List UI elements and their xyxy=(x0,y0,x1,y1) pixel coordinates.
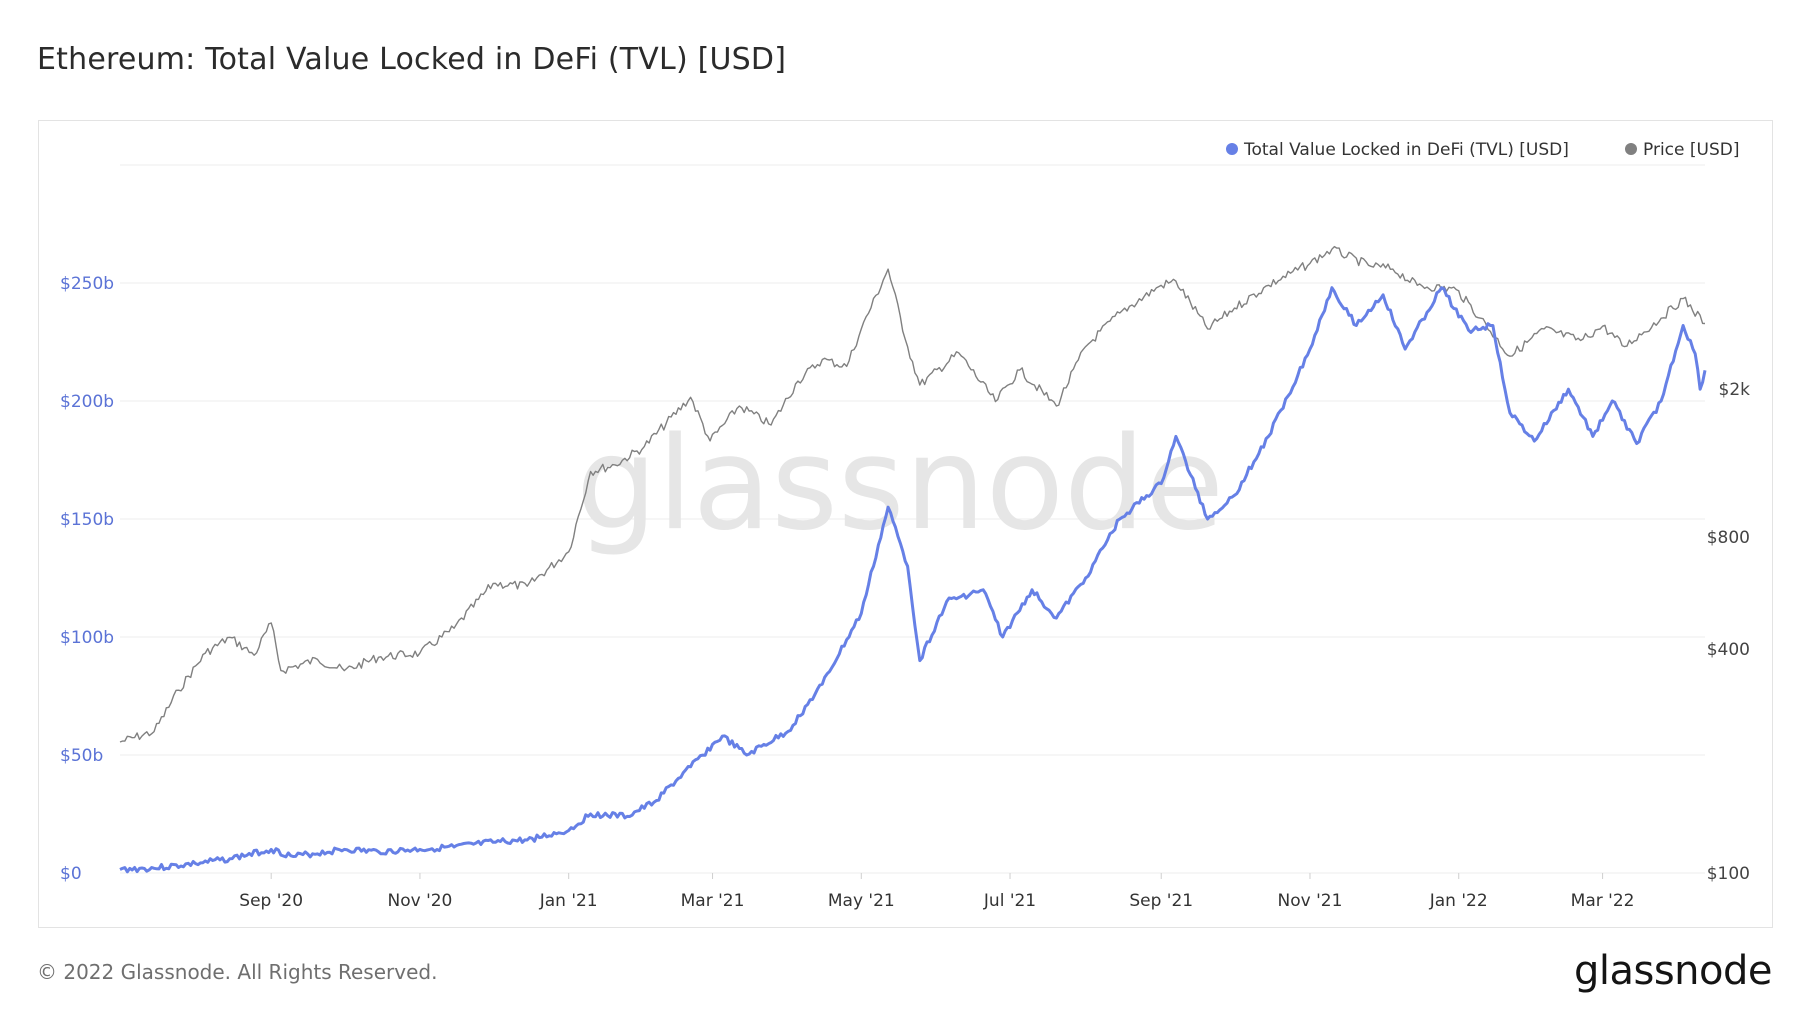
tvl-line xyxy=(119,286,1707,874)
x-tick-label: Nov '21 xyxy=(1278,891,1343,911)
copyright: © 2022 Glassnode. All Rights Reserved. xyxy=(37,960,438,984)
legend-label-tvl: Total Value Locked in DeFi (TVL) [USD] xyxy=(1243,140,1569,160)
x-tick-label: Sep '20 xyxy=(239,891,303,911)
legend-marker-price xyxy=(1625,143,1637,155)
x-tick-label: Nov '20 xyxy=(387,891,452,911)
x-tick-label: Sep '21 xyxy=(1129,891,1193,911)
legend-marker-tvl xyxy=(1226,143,1238,155)
left-axis: $0 $50b $100b $150b $200b $250b xyxy=(60,274,114,884)
watermark: glassnode xyxy=(576,410,1224,559)
x-tick-label: Jan '21 xyxy=(539,891,598,911)
right-tick-label: $400 xyxy=(1707,640,1750,660)
chart-title: Ethereum: Total Value Locked in DeFi (TV… xyxy=(37,42,787,77)
grid-lines xyxy=(120,164,1705,874)
brand-logo: glassnode xyxy=(1573,948,1773,994)
x-tick-label: May '21 xyxy=(828,891,895,911)
right-tick-label: $100 xyxy=(1707,864,1750,884)
x-tick-label: Mar '21 xyxy=(681,891,745,911)
right-axis: $100 $400 $800 $2k xyxy=(1707,380,1750,884)
legend[interactable]: Total Value Locked in DeFi (TVL) [USD] P… xyxy=(1226,140,1739,160)
chart-panel xyxy=(38,120,1773,928)
left-tick-label: $50b xyxy=(60,746,103,766)
x-tick-label: Jul '21 xyxy=(983,891,1036,911)
x-axis: Sep '20 Nov '20 Jan '21 Mar '21 May '21 Jul '… xyxy=(239,873,1634,911)
left-tick-label: $250b xyxy=(60,274,114,294)
x-tick-label: Mar '22 xyxy=(1571,891,1635,911)
right-tick-label: $2k xyxy=(1719,380,1751,400)
right-tick-label: $800 xyxy=(1707,528,1750,548)
left-tick-label: $0 xyxy=(60,864,82,884)
left-tick-label: $100b xyxy=(60,628,114,648)
left-tick-label: $200b xyxy=(60,392,114,412)
x-tick-label: Jan '22 xyxy=(1429,891,1488,911)
left-tick-label: $150b xyxy=(60,510,114,530)
legend-label-price: Price [USD] xyxy=(1643,140,1739,160)
tvl-series xyxy=(119,286,1707,874)
